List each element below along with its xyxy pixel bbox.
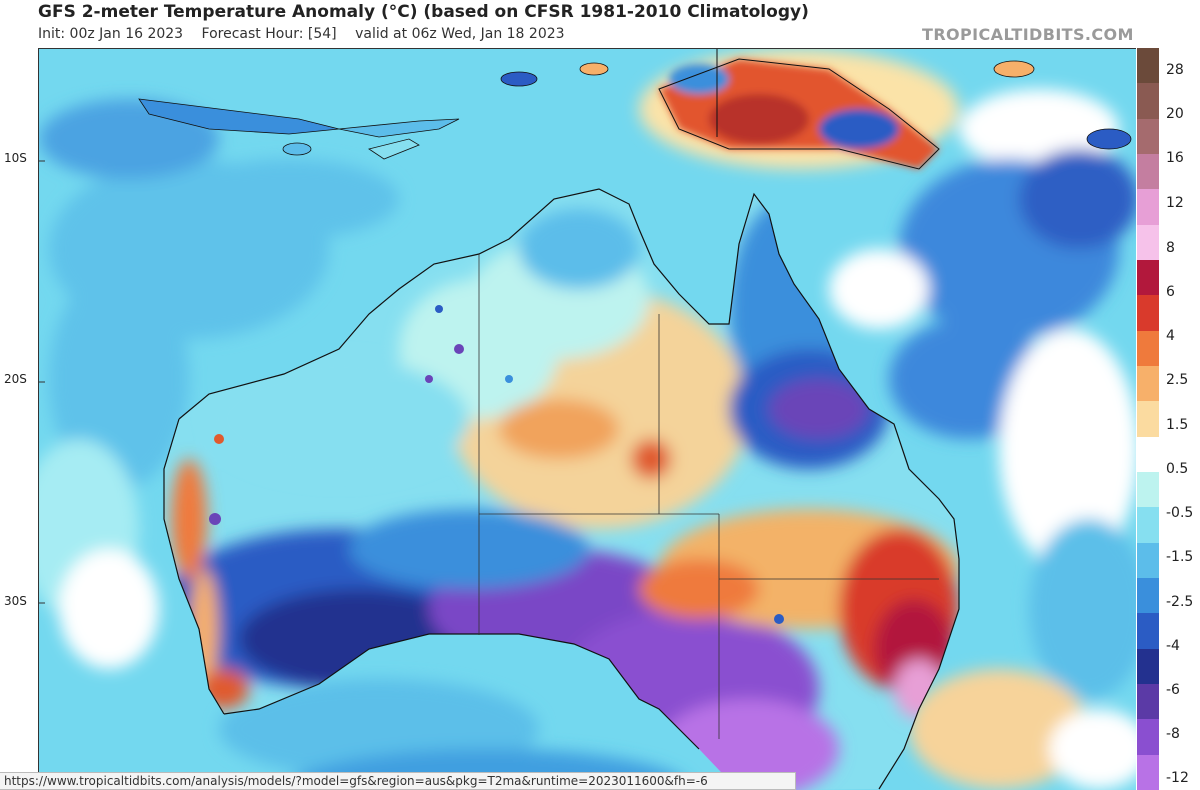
lat-label-30s: 30S	[4, 594, 27, 608]
colorbar-segment	[1137, 48, 1159, 85]
new-guinea-coastline	[658, 58, 940, 170]
colorbar-label: 8	[1166, 240, 1175, 256]
colorbar-segment	[1137, 154, 1159, 191]
colorbar-segment	[1137, 648, 1159, 685]
init-time: Init: 00z Jan 16 2023	[38, 26, 184, 42]
colorbar-segment	[1137, 189, 1159, 226]
colorbar-label: 4	[1166, 328, 1175, 344]
west-coastline	[163, 418, 225, 715]
colorbar-segment	[1137, 719, 1159, 756]
colorbar-segment	[1137, 330, 1159, 367]
colorbar-label: 28	[1166, 62, 1184, 78]
lat-label-20s: 20S	[4, 372, 27, 386]
anomaly-map	[39, 49, 1136, 790]
valid-time: valid at 06z Wed, Jan 18 2023	[355, 26, 565, 42]
colorbar-label: 1.5	[1166, 417, 1189, 433]
map-subtitle: Init: 00z Jan 16 2023 Forecast Hour: [54…	[38, 26, 579, 42]
colorbar-segment	[1137, 754, 1159, 790]
colorbar-segment	[1137, 684, 1159, 721]
colorbar-segment	[1137, 472, 1159, 509]
indonesia-islands	[138, 60, 1132, 160]
colorbar-segment	[1137, 260, 1159, 297]
colorbar-segment	[1137, 436, 1159, 473]
colorbar-segment	[1137, 507, 1159, 544]
map-title: GFS 2-meter Temperature Anomaly (°C) (ba…	[38, 2, 809, 22]
colorbar	[1137, 48, 1159, 790]
lat-label-10s: 10S	[4, 151, 27, 165]
colorbar-label: -2.5	[1166, 594, 1194, 610]
new-guinea-field	[659, 59, 939, 169]
latitude-ticks	[39, 160, 45, 604]
map-panel	[38, 48, 1136, 790]
colorbar-label: 6	[1166, 284, 1175, 300]
colorbar-segment	[1137, 578, 1159, 615]
colorbar-label: 12	[1166, 195, 1184, 211]
colorbar-label: 2.5	[1166, 372, 1189, 388]
colorbar-label: -8	[1166, 726, 1180, 742]
colorbar-label: -6	[1166, 682, 1180, 698]
colorbar-label: -1.5	[1166, 549, 1194, 565]
colorbar-segment	[1137, 613, 1159, 650]
colorbar-segment	[1137, 83, 1159, 120]
state-borders	[478, 254, 939, 739]
colorbar-label: -12	[1166, 770, 1189, 786]
colorbar-label: -4	[1166, 638, 1180, 654]
australia-coastline	[178, 188, 960, 790]
south-coastline	[223, 633, 700, 750]
colorbar-segment	[1137, 401, 1159, 438]
status-url-bar[interactable]: https://www.tropicaltidbits.com/analysis…	[0, 772, 796, 790]
forecast-hour: Forecast Hour: [54]	[201, 26, 337, 42]
colorbar-label: 0.5	[1166, 461, 1189, 477]
colorbar-segment	[1137, 118, 1159, 155]
colorbar-label: 20	[1166, 106, 1184, 122]
colorbar-segment	[1137, 366, 1159, 403]
colorbar-label: 16	[1166, 150, 1184, 166]
brand-watermark: TROPICALTIDBITS.COM	[922, 25, 1134, 44]
colorbar-segment	[1137, 224, 1159, 261]
colorbar-segment	[1137, 542, 1159, 579]
colorbar-label: -0.5	[1166, 505, 1194, 521]
colorbar-segment	[1137, 295, 1159, 332]
